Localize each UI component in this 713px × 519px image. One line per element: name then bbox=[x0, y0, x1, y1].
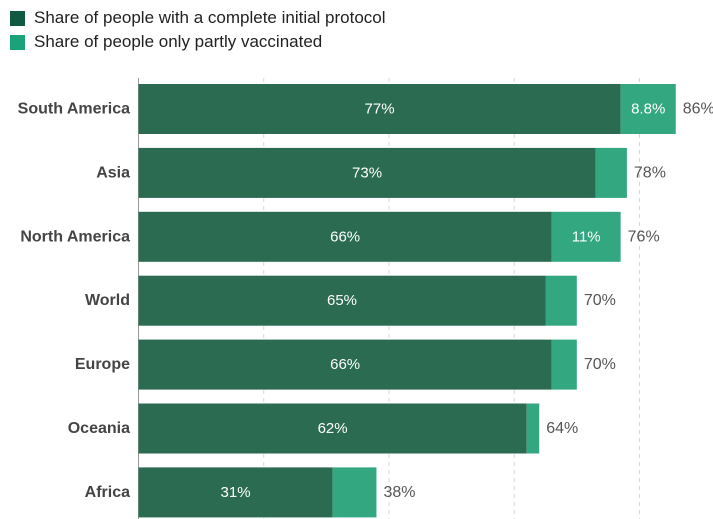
value-label-africa-series-0: 31% bbox=[221, 484, 251, 501]
category-label-asia: Asia bbox=[96, 164, 130, 181]
legend-item-complete[interactable]: Share of people with a complete initial … bbox=[10, 6, 386, 30]
value-label-world-series-0: 65% bbox=[327, 292, 357, 309]
total-label-south-america: 86% bbox=[683, 101, 713, 118]
value-label-north-america-series-1: 11% bbox=[572, 228, 601, 245]
value-label-europe-series-0: 66% bbox=[330, 356, 360, 373]
bar-north-america-series-0 bbox=[138, 211, 552, 262]
value-label-oceania-series-0: 62% bbox=[318, 420, 348, 437]
legend-label-partial: Share of people only partly vaccinated bbox=[34, 32, 323, 51]
category-label-africa: Africa bbox=[85, 484, 130, 501]
bar-labels: South America 77% 8.8% 86% Asia 73% 78% North A… bbox=[18, 101, 713, 501]
category-label-world: World bbox=[85, 292, 130, 309]
total-label-asia: 78% bbox=[634, 164, 666, 181]
bar-world-series-1 bbox=[545, 275, 577, 326]
bar-north-america-series-1 bbox=[551, 211, 621, 262]
bar-asia-series-1 bbox=[595, 147, 627, 198]
category-label-north-america: North America bbox=[20, 228, 130, 245]
bar-south-america-series-1 bbox=[620, 84, 676, 134]
value-label-north-america-series-0: 66% bbox=[330, 228, 360, 245]
category-label-europe: Europe bbox=[75, 356, 130, 373]
total-label-north-america: 76% bbox=[628, 228, 660, 245]
legend-swatch-partial bbox=[10, 34, 25, 50]
legend-label-complete: Share of people with a complete initial … bbox=[34, 8, 386, 27]
category-label-oceania: Oceania bbox=[68, 420, 130, 437]
total-label-africa: 38% bbox=[383, 484, 415, 501]
bar-europe-series-1 bbox=[551, 339, 577, 390]
legend: Share of people with a complete initial … bbox=[10, 6, 386, 54]
bar-europe-series-0 bbox=[138, 339, 552, 390]
bar-world-series-0 bbox=[138, 275, 546, 326]
bars bbox=[138, 84, 676, 518]
total-label-europe: 70% bbox=[584, 356, 616, 373]
bar-south-america-series-0 bbox=[138, 84, 621, 134]
value-label-south-america-series-1: 8.8% bbox=[631, 101, 665, 118]
bar-africa-series-0 bbox=[138, 467, 333, 518]
legend-swatch-complete bbox=[10, 10, 25, 26]
value-label-asia-series-0: 73% bbox=[352, 164, 382, 181]
bar-asia-series-0 bbox=[138, 147, 596, 198]
category-label-south-america: South America bbox=[18, 101, 130, 118]
bar-oceania-series-0 bbox=[138, 403, 527, 454]
bar-oceania-series-1 bbox=[526, 403, 540, 454]
total-label-oceania: 64% bbox=[546, 420, 578, 437]
value-label-south-america-series-0: 77% bbox=[365, 101, 395, 118]
bar-africa-series-1 bbox=[332, 467, 377, 518]
legend-item-partial[interactable]: Share of people only partly vaccinated bbox=[10, 30, 386, 54]
total-label-world: 70% bbox=[584, 292, 616, 309]
